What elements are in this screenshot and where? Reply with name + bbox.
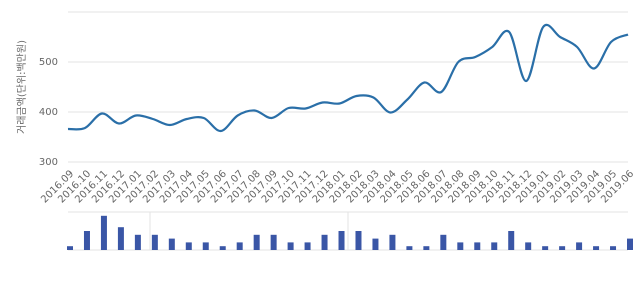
volume-bar xyxy=(423,246,430,250)
volume-bar xyxy=(117,227,124,250)
volume-bar xyxy=(219,246,226,250)
volume-bar xyxy=(457,242,464,250)
y-tick-label: 300 xyxy=(39,157,58,168)
volume-bar xyxy=(372,238,379,250)
volume-bar xyxy=(576,242,583,250)
volume-bar xyxy=(610,246,617,250)
y-axis-label: 거래금액(단위:백만원) xyxy=(15,40,28,134)
y-tick-label: 500 xyxy=(39,57,58,68)
y-tick-label: 400 xyxy=(39,107,58,118)
volume-bar xyxy=(304,242,311,250)
price-line xyxy=(67,23,629,133)
volume-bar xyxy=(389,234,396,250)
volume-bar xyxy=(440,234,447,250)
volume-bar xyxy=(287,242,294,250)
volume-bar xyxy=(525,242,532,250)
volume-bar xyxy=(542,246,549,250)
volume-bar xyxy=(270,234,277,250)
volume-bar xyxy=(491,242,498,250)
volume-bar xyxy=(67,246,73,250)
volume-bar xyxy=(338,231,345,250)
volume-bar xyxy=(151,234,158,250)
volume-bar xyxy=(474,242,481,250)
volume-bar xyxy=(185,242,192,250)
volume-bar xyxy=(253,234,260,250)
volume-bar xyxy=(168,238,175,250)
volume-bar xyxy=(100,215,107,250)
volume-bar xyxy=(321,234,328,250)
volume-bar xyxy=(83,231,90,250)
volume-bar xyxy=(627,238,633,250)
volume-bar xyxy=(236,242,243,250)
volume-bar xyxy=(355,231,362,250)
volume-bar xyxy=(508,231,515,250)
volume-bar xyxy=(559,246,566,250)
volume-bar xyxy=(406,246,413,250)
volume-bar xyxy=(134,234,141,250)
volume-bar xyxy=(593,246,600,250)
volume-bar xyxy=(202,242,209,250)
